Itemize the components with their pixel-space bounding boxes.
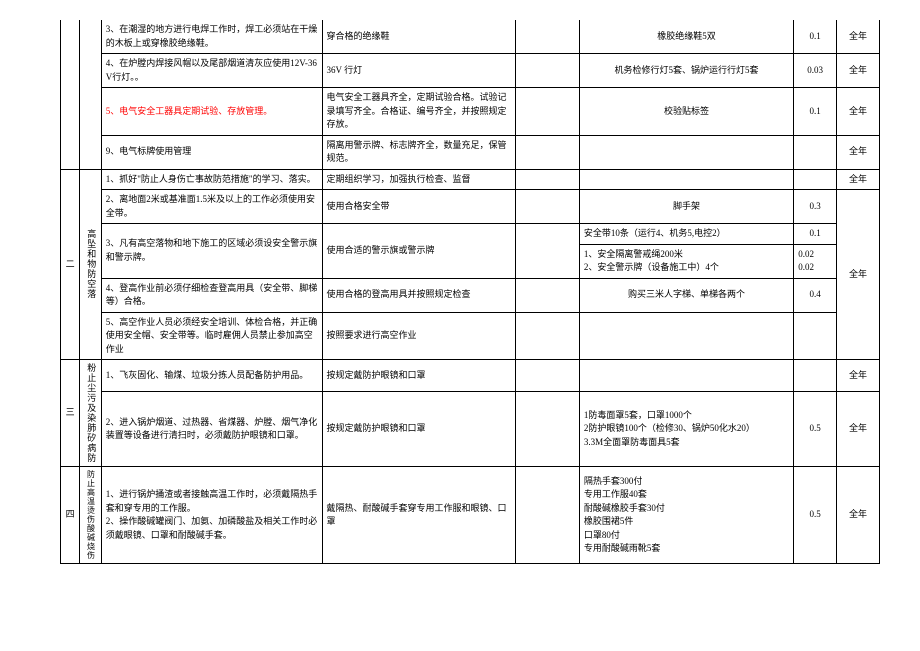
cell-task: 1、飞灰固化、输煤、垃圾分拣人员配备防护用品。 [101, 360, 322, 392]
cell-amt: 0.3 [794, 190, 837, 224]
cell-task: 5、电气安全工器具定期试验、存放管理。 [101, 88, 322, 136]
table-row: 5、电气安全工器具定期试验、存放管理。 电气安全工器具齐全，定期试验合格。试验记… [61, 88, 880, 136]
cell-task: 1、进行锅炉捅渣或者接触高温工作时，必须戴隔热手套和穿专用的工作服。2、操作酸碱… [101, 467, 322, 564]
cell-req: 36V 行灯 [322, 54, 515, 88]
cell-gap [515, 88, 579, 136]
table-row: 四 防止高温烫伤酸碱烧伤 1、进行锅炉捅渣或者接触高温工作时，必须戴隔热手套和穿… [61, 467, 880, 564]
cell-time: 全年 [837, 169, 880, 190]
table-row: 二 高坠和物防空落 1、抓好"防止人身伤亡事故防范措施"的学习、落实。 定期组织… [61, 169, 880, 190]
cell-mat [579, 312, 793, 360]
cell-time: 全年 [837, 88, 880, 136]
cell-amt [794, 360, 837, 392]
cell-gap [515, 169, 579, 190]
cell-amt: 0.03 [794, 54, 837, 88]
cell-req: 按规定戴防护眼镜和口罩 [322, 360, 515, 392]
cell-req: 定期组织学习，加强执行检查、监督 [322, 169, 515, 190]
cell-cat: 高坠和物防空落 [80, 169, 101, 360]
cell-mat: 1、安全隔离警戒绳200米2、安全警示牌（设备施工中）4个 [579, 244, 793, 278]
cell-gap [515, 392, 579, 467]
cell-idx: 四 [61, 467, 80, 564]
cell-mat: 机务检修行灯5套、锅炉运行行灯5套 [579, 54, 793, 88]
cell-mat: 隔热手套300付专用工作服40套耐酸碱橡胶手套30付橡胶围裙5件口罩80付专用耐… [579, 467, 793, 564]
cell-time: 全年 [837, 392, 880, 467]
cell-amt: 0.4 [794, 278, 837, 312]
cell-task: 2、离地面2米或基准面1.5米及以上的工作必须使用安全带。 [101, 190, 322, 224]
cell-mat [579, 169, 793, 190]
table-row: 3、凡有高空落物和地下施工的区域必须设安全警示旗和警示牌。 使用合适的警示旗或警… [61, 224, 880, 245]
cell-cat: 粉止尘污及染肺矽病防 [80, 360, 101, 467]
cell-idx: 三 [61, 360, 80, 467]
cell-mat: 校验贴标签 [579, 88, 793, 136]
cell-time: 全年 [837, 54, 880, 88]
cell-amt: 0.5 [794, 467, 837, 564]
cell-req: 穿合格的绝缘鞋 [322, 20, 515, 54]
cell-amt: 0.5 [794, 392, 837, 467]
cell-time: 全年 [837, 20, 880, 54]
cell-cat [80, 20, 101, 169]
cell-mat [579, 360, 793, 392]
cell-task: 4、登高作业前必须仔细检查登高用具（安全带、脚梯等）合格。 [101, 278, 322, 312]
table-row: 3、在潮湿的地方进行电焊工作时，焊工必须站在干燥的木板上或穿橡胶绝缘鞋。 穿合格… [61, 20, 880, 54]
cell-gap [515, 467, 579, 564]
cell-mat: 购买三米人字梯、单梯各两个 [579, 278, 793, 312]
table-row: 2、进入锅炉烟道、过热器、省煤器、炉膛、烟气净化装置等设备进行清扫时，必须戴防护… [61, 392, 880, 467]
cell-time: 全年 [837, 135, 880, 169]
table-row: 9、电气标牌使用管理 隔离用警示牌、标志牌齐全，数量充足，保管规范。 全年 [61, 135, 880, 169]
cell-gap [515, 360, 579, 392]
cell-req: 按规定戴防护眼镜和口罩 [322, 392, 515, 467]
cell-mat [579, 135, 793, 169]
cell-mat: 脚手架 [579, 190, 793, 224]
cell-req: 戴隔热、耐酸碱手套穿专用工作服和眼镜、口罩 [322, 467, 515, 564]
cell-mat: 1防毒面罩5套，口罩1000个2防护眼镜100个（检修30、锅炉50化水20）3… [579, 392, 793, 467]
cell-amt [794, 169, 837, 190]
cell-task: 3、凡有高空落物和地下施工的区域必须设安全警示旗和警示牌。 [101, 224, 322, 279]
cell-req: 隔离用警示牌、标志牌齐全，数量充足，保管规范。 [322, 135, 515, 169]
cell-amt [794, 312, 837, 360]
cell-amt: 0.02 0.02 [794, 244, 837, 278]
table-row: 4、在炉膛内焊接风帽以及尾部烟道清灰应使用12V-36V行灯。。 36V 行灯 … [61, 54, 880, 88]
table-row: 三 粉止尘污及染肺矽病防 1、飞灰固化、输煤、垃圾分拣人员配备防护用品。 按规定… [61, 360, 880, 392]
cell-task: 2、进入锅炉烟道、过热器、省煤器、炉膛、烟气净化装置等设备进行清扫时，必须戴防护… [101, 392, 322, 467]
cell-task: 4、在炉膛内焊接风帽以及尾部烟道清灰应使用12V-36V行灯。。 [101, 54, 322, 88]
cell-time: 全年 [837, 190, 880, 360]
amt-2: 0.02 [798, 262, 814, 272]
cell-mat: 橡胶绝缘鞋5双 [579, 20, 793, 54]
cell-gap [515, 312, 579, 360]
cell-req: 按照要求进行高空作业 [322, 312, 515, 360]
table-row: 4、登高作业前必须仔细检查登高用具（安全带、脚梯等）合格。 使用合格的登高用具并… [61, 278, 880, 312]
cell-mat: 安全带10条（运行4、机务5,电控2） [579, 224, 793, 245]
cell-req: 使用合格安全带 [322, 190, 515, 224]
cell-time: 全年 [837, 360, 880, 392]
cell-amt: 0.1 [794, 20, 837, 54]
cell-task: 9、电气标牌使用管理 [101, 135, 322, 169]
cell-gap [515, 54, 579, 88]
cell-amt: 0.1 [794, 88, 837, 136]
cell-gap [515, 224, 579, 279]
cell-gap [515, 190, 579, 224]
cell-amt [794, 135, 837, 169]
cell-task: 1、抓好"防止人身伤亡事故防范措施"的学习、落实。 [101, 169, 322, 190]
table-row: 5、高空作业人员必须经安全培训、体检合格，并正确使用安全帽、安全带等。临时雇佣人… [61, 312, 880, 360]
safety-measures-table: 3、在潮湿的地方进行电焊工作时，焊工必须站在干燥的木板上或穿橡胶绝缘鞋。 穿合格… [60, 20, 880, 564]
cell-gap [515, 135, 579, 169]
cell-task: 3、在潮湿的地方进行电焊工作时，焊工必须站在干燥的木板上或穿橡胶绝缘鞋。 [101, 20, 322, 54]
cell-time: 全年 [837, 467, 880, 564]
cell-idx [61, 20, 80, 169]
cell-cat: 防止高温烫伤酸碱烧伤 [80, 467, 101, 564]
cell-req: 电气安全工器具齐全，定期试验合格。试验记录填写齐全。合格证、编号齐全，并按照规定… [322, 88, 515, 136]
amt-1: 0.02 [798, 249, 814, 259]
cell-task: 5、高空作业人员必须经安全培训、体检合格，并正确使用安全帽、安全带等。临时雇佣人… [101, 312, 322, 360]
cell-req: 使用合格的登高用具并按照规定检查 [322, 278, 515, 312]
cell-gap [515, 20, 579, 54]
table-row: 2、离地面2米或基准面1.5米及以上的工作必须使用安全带。 使用合格安全带 脚手… [61, 190, 880, 224]
cell-req: 使用合适的警示旗或警示牌 [322, 224, 515, 279]
cell-amt: 0.1 [794, 224, 837, 245]
cell-idx: 二 [61, 169, 80, 360]
cell-gap [515, 278, 579, 312]
